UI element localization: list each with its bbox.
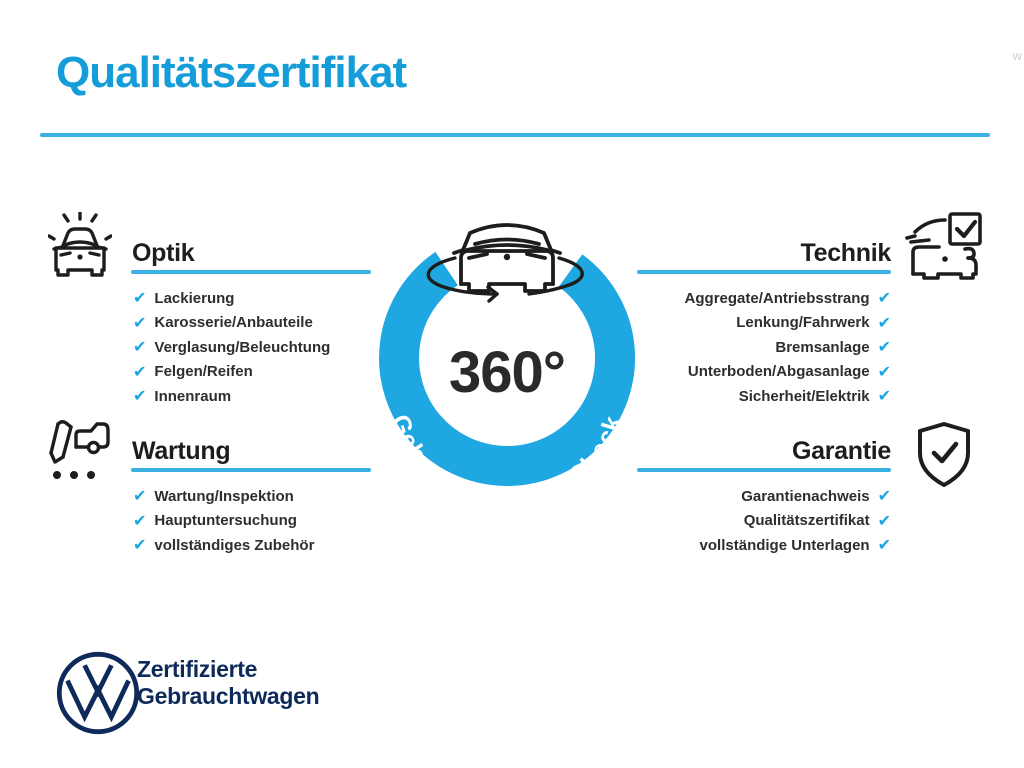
section-rule-garantie — [637, 468, 891, 472]
check-icon: ✔ — [133, 361, 147, 381]
item-label: Sicherheit/Elektrik — [738, 387, 870, 405]
item-label: Hauptuntersuchung — [154, 512, 297, 530]
list-item: Garantienachweis ✔ — [591, 484, 891, 509]
checklist-optik: ✔ Lackierung ✔ Karosserie/Anbauteile ✔ Verg… — [133, 286, 330, 409]
section-title-wartung: Wartung — [132, 437, 231, 465]
item-label: Bremsanlage — [775, 338, 870, 356]
ring-arc — [379, 251, 636, 486]
section-rule-optik — [131, 270, 371, 274]
list-item: ✔ Hauptuntersuchung — [133, 509, 314, 534]
list-item: Sicherheit/Elektrik ✔ — [591, 384, 891, 409]
checklist-garantie: Garantienachweis ✔ Qualitätszertifikat ✔ v… — [591, 484, 891, 558]
checklist-technik: Aggregate/Antriebsstrang ✔ Lenkung/Fahrwe… — [591, 286, 891, 409]
list-item: ✔ Wartung/Inspektion — [133, 484, 314, 509]
check-icon: ✔ — [133, 312, 147, 332]
list-item: ✔ Felgen/Reifen — [133, 360, 330, 385]
item-label: Karosserie/Anbauteile — [154, 314, 313, 332]
list-item: Bremsanlage ✔ — [591, 335, 891, 360]
list-item: Aggregate/Antriebsstrang ✔ — [591, 286, 891, 311]
list-item: ✔ Lackierung — [133, 286, 330, 311]
list-item: ✔ Verglasung/Beleuchtung — [133, 335, 330, 360]
item-label: Wartung/Inspektion — [154, 487, 294, 505]
check-icon: ✔ — [877, 361, 891, 381]
brand-text: Zertifizierte Gebrauchtwagen — [137, 656, 320, 710]
check-icon: ✔ — [877, 288, 891, 308]
360-check-badge: Gebrauchtwagen-Check 360° — [379, 223, 636, 502]
item-label: Innenraum — [154, 387, 232, 405]
check-icon: ✔ — [877, 535, 891, 555]
section-title-garantie: Garantie — [791, 437, 891, 465]
list-item: Qualitätszertifikat ✔ — [591, 509, 891, 534]
check-icon: ✔ — [877, 486, 891, 506]
check-icon: ✔ — [133, 486, 147, 506]
brand-line1: Zertifizierte — [137, 656, 258, 682]
item-label: Felgen/Reifen — [154, 363, 253, 381]
section-title-technik: Technik — [800, 239, 891, 267]
check-icon: ✔ — [877, 337, 891, 357]
service-record-icon — [49, 420, 110, 479]
item-label: Garantienachweis — [741, 487, 870, 505]
list-item: ✔ Innenraum — [133, 384, 330, 409]
check-icon: ✔ — [133, 337, 147, 357]
shield-check-icon — [918, 422, 970, 487]
list-item: Lenkung/Fahrwerk ✔ — [591, 311, 891, 336]
item-label: Unterboden/Abgasanlage — [687, 363, 870, 381]
item-label: Qualitätszertifikat — [743, 512, 870, 530]
item-label: Aggregate/Antriebsstrang — [684, 289, 870, 307]
item-label: vollständige Unterlagen — [699, 536, 870, 554]
list-item: Unterboden/Abgasanlage ✔ — [591, 360, 891, 385]
car-rotation-icon — [426, 223, 584, 303]
section-title-optik: Optik — [132, 239, 195, 267]
title-divider — [40, 133, 990, 137]
brand-line2: Gebrauchtwagen — [137, 683, 320, 709]
car-shine-icon — [48, 212, 112, 277]
section-rule-wartung — [131, 468, 371, 472]
check-icon: ✔ — [133, 535, 147, 555]
list-item: vollständige Unterlagen ✔ — [591, 533, 891, 558]
degree-label: 360° — [449, 340, 565, 405]
vw-logo — [56, 651, 140, 735]
section-rule-technik — [637, 270, 891, 274]
check-icon: ✔ — [877, 312, 891, 332]
corner-artifact: w — [1012, 48, 1022, 63]
check-icon: ✔ — [133, 510, 147, 530]
check-icon: ✔ — [877, 386, 891, 406]
car-checkbox-icon — [905, 212, 982, 280]
list-item: ✔ Karosserie/Anbauteile — [133, 311, 330, 336]
item-label: Verglasung/Beleuchtung — [154, 338, 331, 356]
list-item: ✔ vollständiges Zubehör — [133, 533, 314, 558]
item-label: Lenkung/Fahrwerk — [736, 314, 870, 332]
check-icon: ✔ — [133, 386, 147, 406]
page-title: Qualitätszertifikat — [56, 48, 407, 97]
check-icon: ✔ — [133, 288, 147, 308]
item-label: Lackierung — [154, 289, 235, 307]
check-icon: ✔ — [877, 510, 891, 530]
checklist-wartung: ✔ Wartung/Inspektion ✔ Hauptuntersuchung ✔… — [133, 484, 314, 558]
item-label: vollständiges Zubehör — [154, 536, 315, 554]
